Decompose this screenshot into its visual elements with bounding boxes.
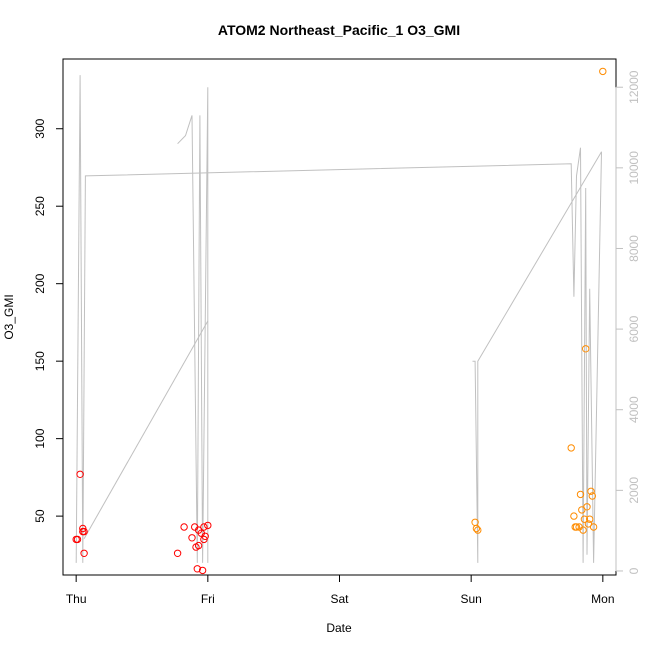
data-point (572, 523, 581, 531)
data-point (193, 565, 202, 573)
chart-title: ATOM2 Northeast_Pacific_1 O3_GMI (218, 22, 460, 38)
data-point (472, 524, 481, 533)
data-point (76, 470, 84, 478)
data-point (589, 523, 598, 531)
x-tick-label: Fri (201, 592, 215, 606)
x-tick-label: Sun (460, 592, 481, 606)
y-tick-label: 150 (33, 351, 47, 371)
data-point (587, 487, 595, 495)
data-point (180, 523, 188, 531)
data-point (201, 532, 209, 540)
x-tick-label: Mon (591, 592, 614, 606)
secondary-y-tick-label: 2000 (627, 477, 641, 504)
y-tick-label: 100 (33, 428, 47, 448)
data-point (80, 549, 88, 557)
secondary-series-line (177, 87, 209, 563)
data-point (474, 526, 482, 534)
secondary-y-axis: 0 2000 4000 6000 8000 10000 12000 (615, 70, 641, 574)
y-tick-label: 50 (33, 509, 47, 523)
y-tick-label: 300 (33, 118, 47, 138)
x-tick-label: Thu (66, 592, 87, 606)
secondary-series-line (75, 75, 602, 563)
y-axis-label: O3_GMI (2, 294, 16, 339)
secondary-y-tick-label: 6000 (627, 315, 641, 342)
secondary-y-tick-label: 8000 (627, 235, 641, 262)
data-point (579, 526, 587, 534)
data-point (200, 523, 208, 531)
plot-area (62, 58, 617, 576)
data-point (204, 521, 212, 530)
data-point (582, 345, 590, 353)
data-point (188, 534, 196, 542)
data-point (588, 492, 596, 500)
data-point (580, 515, 589, 523)
y-tick-label: 200 (33, 273, 47, 293)
data-point (576, 490, 585, 499)
x-axis-label: Date (326, 621, 352, 635)
data-point (586, 515, 594, 523)
y-axis: 50 100 150 200 250 300 (33, 118, 64, 523)
secondary-y-tick-label: 10000 (627, 151, 641, 185)
secondary-series-line (472, 151, 602, 563)
secondary-y-tick-label: 0 (627, 567, 641, 574)
data-point (583, 503, 591, 511)
data-point (73, 535, 82, 544)
data-point (567, 444, 575, 452)
data-point (80, 527, 88, 536)
points-layer (72, 67, 607, 575)
secondary-y-tick-label: 4000 (627, 396, 641, 423)
data-point (198, 566, 207, 575)
data-point (173, 549, 182, 557)
x-tick-label: Sat (330, 592, 349, 606)
x-axis: Thu Fri Sat Sun Mon (66, 574, 615, 606)
secondary-line-layer (75, 75, 602, 563)
data-point (599, 67, 607, 76)
data-point (194, 541, 203, 550)
secondary-y-tick-label: 12000 (627, 70, 641, 104)
y-tick-label: 250 (33, 196, 47, 216)
data-point (570, 512, 578, 520)
secondary-series-line (83, 320, 209, 539)
